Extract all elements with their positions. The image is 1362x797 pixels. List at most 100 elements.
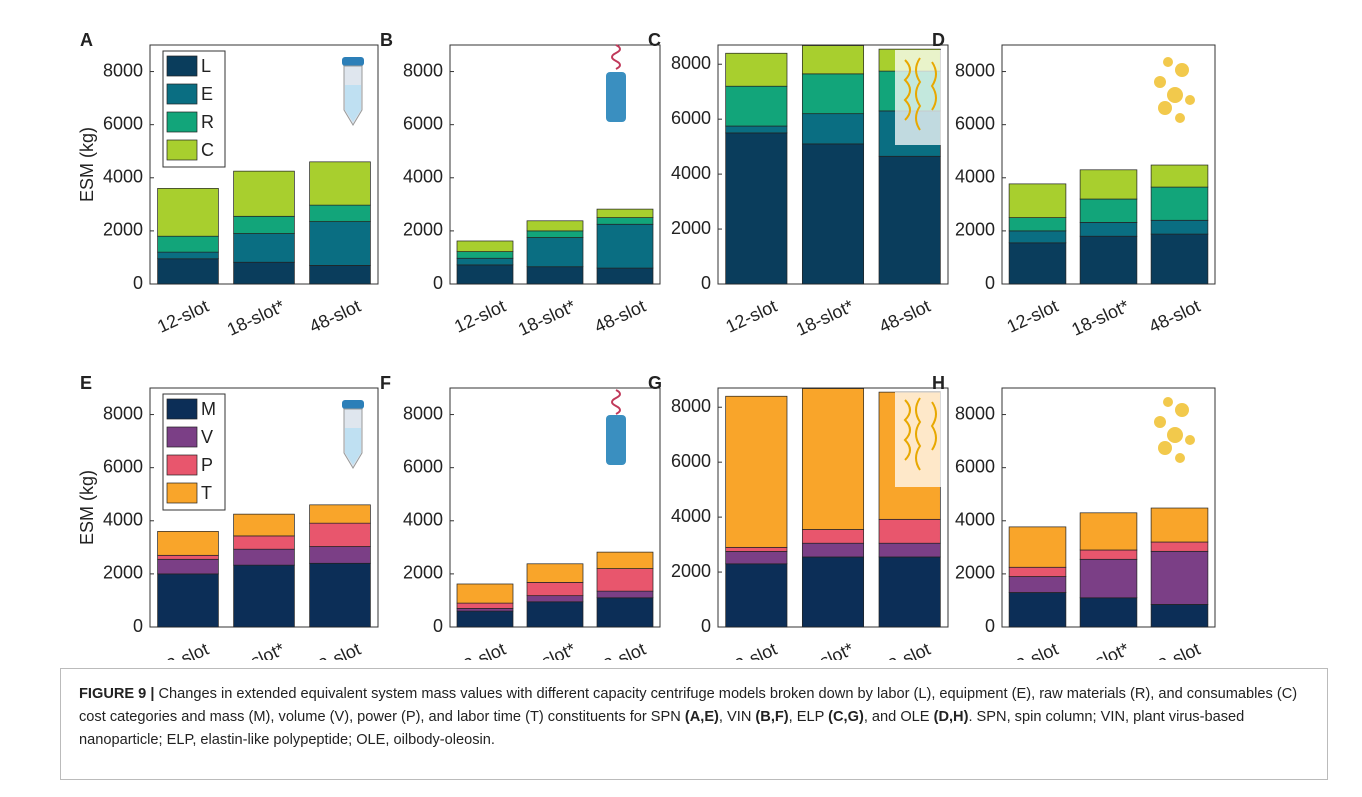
legend-label: R	[201, 112, 214, 132]
legend-swatch	[167, 112, 197, 132]
bar-segment	[597, 218, 653, 225]
y-axis-label: ESM (kg)	[77, 127, 97, 202]
bar-segment	[1151, 220, 1208, 234]
bar-segment	[158, 236, 219, 252]
caption-label: FIGURE 9 |	[79, 686, 154, 702]
panel-label: A	[80, 30, 93, 50]
bar-segment	[1009, 184, 1066, 218]
bar-segment	[1151, 165, 1208, 187]
bar-segment	[802, 543, 863, 557]
bar-segment	[726, 551, 787, 563]
legend-label: P	[201, 455, 213, 475]
y-tick-label: 2000	[671, 218, 711, 238]
bar-segment	[1080, 170, 1137, 199]
oil-icon	[1154, 397, 1195, 463]
y-tick-label: 8000	[103, 403, 143, 423]
legend-swatch	[167, 455, 197, 475]
bar-segment	[310, 523, 371, 546]
bar-segment	[234, 171, 295, 216]
x-tick-label: 12-slot	[1004, 639, 1061, 660]
x-tick-label: 18-slot*	[793, 639, 857, 660]
panel-label: F	[380, 373, 391, 393]
x-tick-label: 18-slot*	[224, 296, 288, 340]
legend-swatch	[167, 140, 197, 160]
virus-icon	[606, 45, 626, 122]
bar-segment	[234, 549, 295, 565]
charts: A 0 2000 4000 6000 8000 ESM (kg) 12-slot 18-slot…	[0, 0, 1362, 660]
legend-swatch	[167, 483, 197, 503]
bar-segment	[1009, 218, 1066, 231]
y-tick-label: 0	[433, 273, 443, 293]
bar-segment	[527, 267, 583, 284]
bar-segment	[802, 114, 863, 144]
bar-segment	[879, 543, 940, 557]
tube-icon	[342, 57, 364, 125]
y-tick-label: 8000	[955, 403, 995, 423]
x-tick-label: 18-slot*	[224, 639, 288, 660]
y-tick-label: 2000	[403, 220, 443, 240]
panel-label: E	[80, 373, 92, 393]
panel-label: H	[932, 373, 945, 393]
y-tick-label: 6000	[955, 456, 995, 476]
bar-segment	[1151, 234, 1208, 284]
bar-segment	[527, 564, 583, 583]
bar-segment	[457, 611, 513, 627]
bar-segment	[234, 514, 295, 536]
y-tick-label: 0	[701, 616, 711, 636]
y-tick-label: 6000	[403, 113, 443, 133]
y-tick-label: 8000	[103, 60, 143, 80]
panel-label: G	[648, 373, 662, 393]
bar-segment	[1009, 567, 1066, 576]
bar-segment	[1151, 604, 1208, 627]
bar-segment	[457, 584, 513, 603]
tube-icon	[342, 400, 364, 468]
bar-segment	[802, 557, 863, 627]
bar-segment	[726, 133, 787, 284]
bar-segment	[597, 209, 653, 217]
bar-segment	[726, 396, 787, 547]
legend-swatch	[167, 427, 197, 447]
bar-segment	[310, 265, 371, 284]
bar-segment	[726, 86, 787, 126]
y-tick-label: 2000	[671, 561, 711, 581]
bar-segment	[234, 536, 295, 549]
x-tick-label: 12-slot	[451, 296, 508, 337]
bar-segment	[527, 582, 583, 595]
bar-segment	[802, 389, 863, 530]
bar-segment	[310, 222, 371, 266]
bar-segment	[1080, 199, 1137, 222]
y-tick-label: 8000	[403, 403, 443, 423]
bar-segment	[158, 531, 219, 555]
bar-segment	[597, 598, 653, 627]
caption-ref: (B,F)	[755, 709, 788, 725]
y-tick-label: 4000	[403, 510, 443, 530]
x-tick-label: 48-slot	[306, 639, 363, 660]
legend-label: M	[201, 399, 216, 419]
bar-segment	[1009, 527, 1066, 567]
bar-segment	[527, 602, 583, 627]
legend-swatch	[167, 399, 197, 419]
y-tick-label: 4000	[955, 167, 995, 187]
y-tick-label: 8000	[671, 396, 711, 416]
x-tick-label: 48-slot	[876, 639, 933, 660]
y-tick-label: 8000	[671, 53, 711, 73]
y-tick-label: 4000	[103, 167, 143, 187]
caption-ref: (C,G)	[828, 709, 864, 725]
y-tick-label: 0	[985, 273, 995, 293]
bar-segment	[527, 238, 583, 267]
bar-segment	[802, 144, 863, 284]
x-tick-label: 48-slot	[876, 296, 933, 337]
x-tick-label: 12-slot	[154, 639, 211, 660]
x-tick-label: 12-slot	[723, 639, 780, 660]
bar-segment	[457, 252, 513, 259]
bar-segment	[310, 505, 371, 523]
bar-segment	[1080, 559, 1137, 598]
y-tick-label: 0	[701, 273, 711, 293]
bar-segment	[726, 126, 787, 133]
bar-segment	[879, 519, 940, 543]
figure: A 0 2000 4000 6000 8000 ESM (kg) 12-slot 18-slot…	[0, 0, 1362, 797]
panel: H0200040006000800012-slot18-slot*48-slot	[932, 373, 1215, 660]
bar-segment	[527, 596, 583, 602]
caption-ref: (D,H)	[934, 709, 969, 725]
